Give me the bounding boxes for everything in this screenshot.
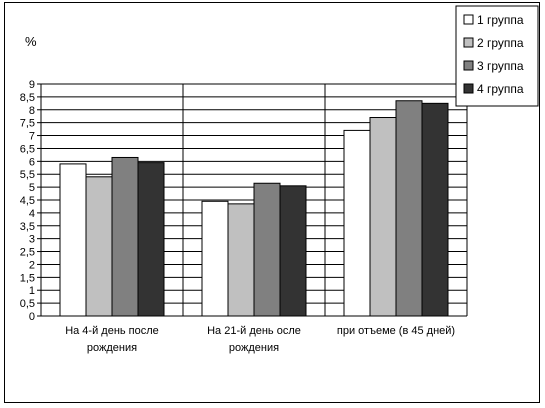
x-tick-label: На 4-й день после	[65, 325, 159, 337]
bar	[111, 156, 139, 317]
bar	[227, 203, 255, 317]
y-tick-label: 1	[29, 285, 35, 297]
x-tick-label: рождения	[87, 342, 137, 354]
legend-swatch	[463, 83, 474, 94]
legend-label: 4 группа	[477, 82, 524, 96]
bar	[59, 163, 87, 317]
bar	[395, 100, 423, 317]
y-tick-label: 7,5	[20, 118, 35, 130]
y-tick-label: 1,5	[20, 272, 35, 284]
x-tick-label: при отъеме (в 45 дней)	[337, 325, 455, 337]
y-tick-label: 9	[29, 79, 35, 91]
legend-label: 3 группа	[477, 59, 524, 73]
legend: 1 группа 2 группа 3 группа 4 группа	[455, 5, 539, 107]
y-tick-labels: 00,511,522,533,544,555,566,577,588,59	[20, 79, 35, 323]
y-tick-label: 3,5	[20, 221, 35, 233]
y-tick-label: 8	[29, 105, 35, 117]
bar	[369, 117, 397, 317]
x-tick-labels: На 4-й день после рождения На 21-й день ос…	[65, 325, 455, 354]
bar	[279, 185, 307, 317]
y-tick-label: 8,5	[20, 92, 35, 104]
y-tick-label: 7	[29, 131, 35, 143]
y-tick-label: 6	[29, 156, 35, 168]
y-tick-label: 0,5	[20, 298, 35, 310]
y-tick-label: 2,5	[20, 247, 35, 259]
y-tick-label: 3	[29, 234, 35, 246]
y-tick-label: 4	[29, 208, 35, 220]
legend-swatch	[463, 60, 474, 71]
legend-label: 2 группа	[477, 36, 524, 50]
legend-swatch	[463, 37, 474, 48]
axes	[37, 83, 468, 317]
y-tick-label: 4,5	[20, 195, 35, 207]
y-tick-label: 6,5	[20, 143, 35, 155]
y-tick-label: 2	[29, 259, 35, 271]
bar	[137, 162, 165, 317]
y-tick-label: 0	[29, 311, 35, 323]
y-tick-label: 5,5	[20, 169, 35, 181]
bar	[253, 182, 281, 317]
bar	[421, 102, 449, 317]
x-tick-label: На 21-й день осле	[207, 325, 301, 337]
bar	[85, 176, 113, 317]
x-tick-label: рождения	[229, 342, 279, 354]
bar	[201, 200, 229, 317]
bar	[343, 129, 371, 317]
legend-swatch	[463, 14, 474, 25]
y-tick-label: 5	[29, 182, 35, 194]
bars	[59, 100, 449, 317]
y-axis-label: %	[25, 34, 37, 49]
legend-label: 1 группа	[477, 13, 524, 27]
